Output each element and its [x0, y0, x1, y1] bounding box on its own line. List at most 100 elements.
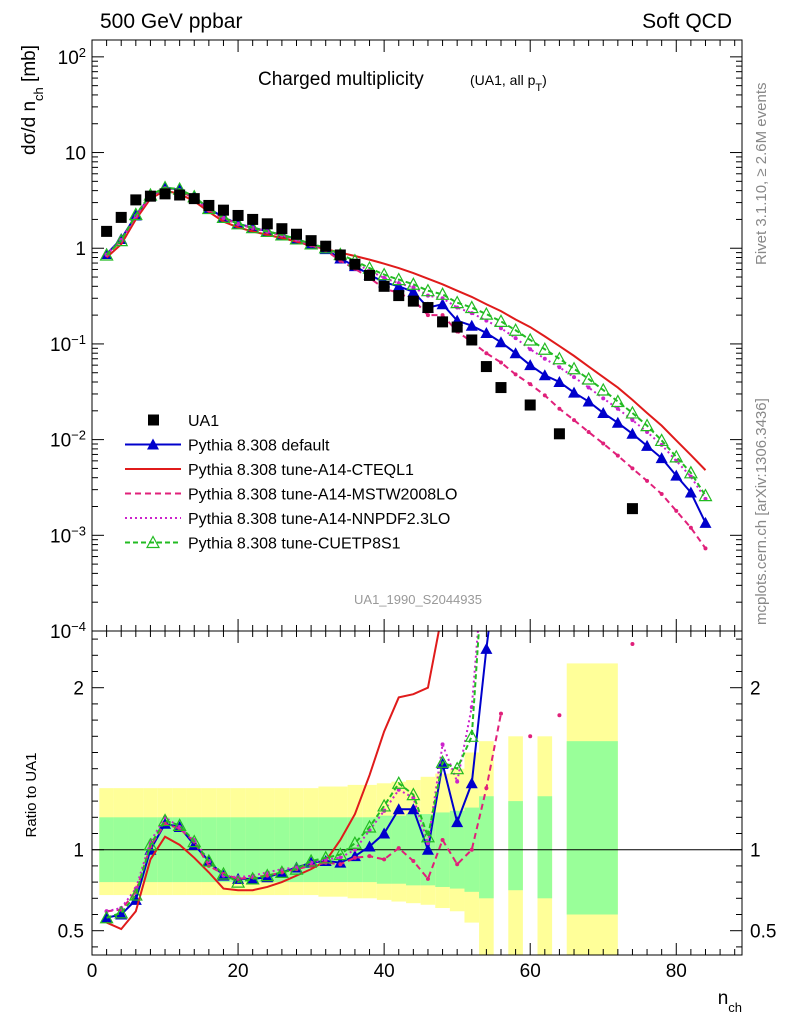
series-marker-0	[524, 359, 537, 371]
series-marker-3	[411, 285, 416, 290]
ratio-marker-0	[392, 803, 405, 815]
series-marker-2	[586, 430, 591, 435]
ratio-marker-4	[99, 910, 114, 924]
series-marker-2	[703, 546, 708, 551]
series-marker-3	[601, 396, 606, 401]
series-marker-2	[557, 406, 562, 411]
series-marker-2	[528, 382, 533, 387]
series-marker-4	[391, 272, 406, 286]
band-inner	[479, 796, 494, 899]
series-marker-4	[625, 405, 640, 419]
series-marker-2	[425, 313, 430, 318]
header-right: Soft QCD	[642, 10, 732, 33]
data-point	[261, 218, 273, 230]
data-point	[290, 228, 302, 240]
x-tick-label: 40	[374, 961, 395, 982]
data-point	[320, 240, 332, 252]
ratio-marker-2	[528, 734, 533, 739]
y-tick-label: 10	[65, 144, 86, 165]
data-point	[349, 258, 361, 270]
data-point	[364, 269, 376, 281]
ratio-tick-label-right: 2	[750, 679, 761, 700]
ratio-marker-3	[455, 779, 460, 784]
series-marker-4	[654, 433, 669, 447]
ratio-line-3	[106, 631, 479, 913]
y-tick-label: 1	[75, 239, 86, 260]
data-point	[115, 211, 127, 223]
series-marker-3	[221, 215, 226, 220]
ratio-marker-4	[318, 850, 333, 864]
band-inner	[537, 796, 553, 899]
series-marker-0	[509, 347, 522, 359]
ratio-marker-4	[406, 787, 421, 801]
series-marker-4	[274, 227, 289, 241]
series-marker-0	[641, 439, 654, 451]
ratio-marker-4	[464, 729, 479, 742]
data-point	[305, 235, 317, 247]
series-marker-2	[484, 351, 489, 356]
ratio-marker-0	[553, 442, 565, 453]
data-point	[247, 213, 259, 225]
ratio-marker-2	[630, 641, 635, 646]
series-marker-4	[420, 283, 435, 297]
series-marker-2	[572, 418, 577, 423]
ratio-line-2	[106, 713, 502, 913]
series-marker-3	[630, 418, 635, 423]
series-marker-2	[659, 492, 664, 497]
ratio-marker-4	[304, 853, 319, 867]
ratio-marker-4	[450, 761, 465, 775]
x-tick-label: 60	[520, 961, 541, 982]
y-tick-label: 10−1	[50, 331, 86, 356]
series-marker-4	[464, 300, 479, 314]
series-marker-3	[703, 496, 708, 501]
series-marker-4	[99, 247, 114, 261]
data-point	[232, 209, 244, 221]
ratio-marker-4	[231, 874, 246, 888]
ratio-marker-2	[425, 876, 430, 881]
series-marker-3	[572, 375, 577, 380]
ratio-marker-4	[172, 818, 187, 832]
series-marker-2	[542, 393, 547, 398]
band-inner	[566, 741, 618, 915]
ratio-tick-label-right: 1	[750, 841, 761, 862]
ratio-marker-4	[420, 829, 435, 843]
ratio-series	[99, 442, 635, 931]
ratio-marker-2	[557, 713, 562, 718]
series-line-2	[105, 187, 707, 549]
data-point	[480, 361, 492, 373]
ratio-marker-2	[382, 857, 387, 862]
ratio-axis-label: Ratio to UA1	[23, 752, 40, 837]
data-point	[451, 321, 463, 333]
ratio-marker-0	[363, 840, 376, 852]
x-tick-label: 0	[87, 961, 98, 982]
data-point	[407, 295, 419, 307]
ratio-marker-4	[143, 837, 158, 851]
series-marker-0	[626, 427, 639, 439]
series-marker-4	[114, 233, 129, 247]
ratio-marker-0	[334, 856, 347, 868]
series-marker-4	[377, 267, 392, 281]
data-point	[466, 334, 478, 346]
data-point	[422, 302, 434, 314]
x-tick-label: 20	[227, 961, 248, 982]
ratio-marker-4	[347, 835, 362, 849]
watermark: UA1_1990_S2044935	[354, 592, 482, 607]
data-point	[334, 249, 346, 261]
ratio-marker-2	[455, 862, 460, 867]
legend-label: Pythia 8.308 tune-A14-NNPDF2.3LO	[188, 511, 450, 528]
series-marker-2	[674, 508, 679, 513]
legend: UA1 Pythia 8.308 default Pythia 8.308 tune…	[125, 413, 457, 553]
legend-marker	[145, 535, 161, 549]
ratio-marker-4	[216, 866, 231, 880]
data-point	[437, 316, 449, 328]
series-marker-4	[260, 224, 275, 237]
series-marker-0	[655, 452, 668, 464]
x-axis-label: nch	[718, 988, 742, 1015]
ratio-marker-0	[465, 777, 478, 789]
y-axis-label: dσ/d nch [mb]	[19, 45, 46, 155]
data-point	[626, 503, 638, 515]
ratio-marker-2	[367, 854, 372, 859]
y-tick-label: 10−2	[50, 427, 86, 452]
ratio-marker-2	[469, 847, 474, 852]
data-point	[101, 225, 113, 237]
